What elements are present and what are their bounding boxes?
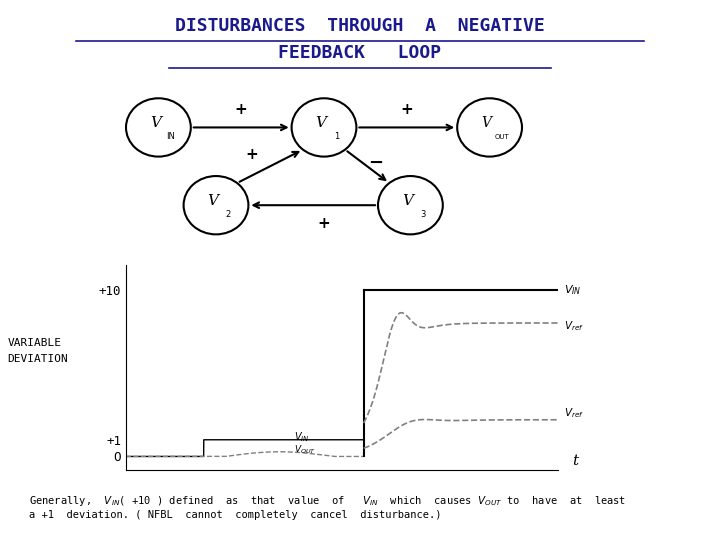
Text: $V_{ref}$: $V_{ref}$ (564, 406, 585, 420)
Text: OUT: OUT (495, 133, 509, 139)
Text: DEVIATION: DEVIATION (7, 354, 68, 364)
Circle shape (126, 98, 191, 157)
Text: V: V (402, 194, 413, 208)
Text: 3: 3 (420, 210, 426, 219)
Text: a +1  deviation. ( NFBL  cannot  completely  cancel  disturbance.): a +1 deviation. ( NFBL cannot completely… (29, 510, 441, 521)
Text: Generally,  $V_{IN}$( +10 ) defined  as  that  value  of   $V_{IN}$  which  caus: Generally, $V_{IN}$( +10 ) defined as th… (29, 494, 626, 508)
Text: $V_{IN}$: $V_{IN}$ (564, 283, 582, 296)
Circle shape (457, 98, 522, 157)
Text: 2: 2 (225, 210, 231, 219)
Text: +: + (246, 147, 258, 162)
Text: −: − (368, 154, 384, 172)
Text: V: V (315, 116, 327, 130)
Text: 1: 1 (333, 132, 339, 141)
Text: DISTURBANCES  THROUGH  A  NEGATIVE: DISTURBANCES THROUGH A NEGATIVE (175, 17, 545, 35)
Text: V: V (207, 194, 219, 208)
Text: IN: IN (166, 132, 175, 141)
Circle shape (292, 98, 356, 157)
Circle shape (378, 176, 443, 234)
Text: +: + (318, 216, 330, 231)
Text: +: + (235, 102, 248, 117)
Text: FEEDBACK   LOOP: FEEDBACK LOOP (279, 44, 441, 63)
Text: V: V (482, 116, 492, 130)
Text: t: t (572, 454, 578, 468)
Text: V: V (150, 116, 161, 130)
Text: VARIABLE: VARIABLE (7, 338, 61, 348)
Circle shape (184, 176, 248, 234)
Text: $V_{OUT}$: $V_{OUT}$ (294, 443, 317, 456)
Text: $V_{ref}$: $V_{ref}$ (564, 320, 585, 333)
Text: +: + (400, 102, 413, 117)
Text: $V_{IN}$: $V_{IN}$ (294, 430, 310, 444)
